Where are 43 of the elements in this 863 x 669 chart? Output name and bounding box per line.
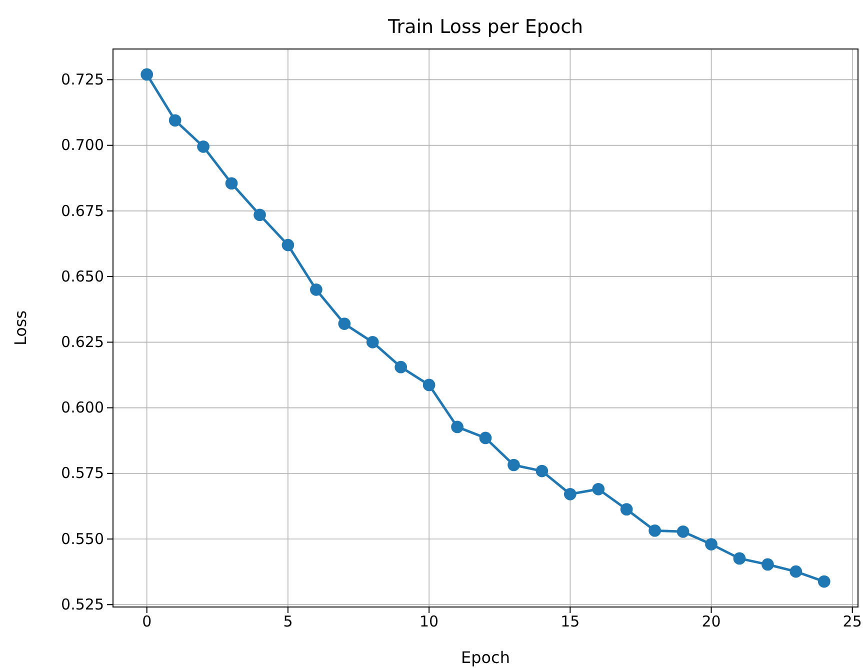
point — [394, 360, 408, 374]
y-tick-label: 0.550 — [61, 530, 104, 548]
point — [140, 68, 154, 81]
point — [168, 114, 182, 127]
y-tick-label: 0.675 — [61, 202, 104, 220]
y-tick-label: 0.725 — [61, 70, 104, 89]
x-tick-label: 25 — [842, 612, 862, 631]
y-tick-label: 0.700 — [61, 136, 104, 154]
x-tick-label: 0 — [142, 612, 152, 631]
x-tick-label: 15 — [560, 612, 580, 631]
point — [676, 526, 690, 538]
y-tick-label: 0.575 — [61, 464, 104, 482]
point — [422, 378, 436, 392]
point — [508, 458, 520, 472]
x-tick-label: 10 — [420, 612, 439, 631]
x-axis-title: Epoch — [461, 648, 510, 667]
point — [338, 318, 351, 330]
point — [536, 464, 548, 478]
point — [762, 558, 774, 571]
point — [282, 238, 294, 252]
chart-title: Train Loss per Epoch — [386, 16, 584, 38]
point — [620, 503, 633, 516]
point — [705, 538, 718, 550]
point — [733, 552, 746, 565]
point — [564, 488, 576, 500]
point — [790, 565, 802, 578]
y-tick-label: 0.625 — [61, 332, 104, 351]
point — [648, 524, 661, 537]
point — [310, 284, 322, 296]
point — [366, 336, 379, 348]
point — [479, 432, 492, 444]
y-axis-title: Loss — [11, 310, 30, 346]
y-tick-label: 0.650 — [61, 267, 104, 286]
x-tick-label: 5 — [283, 612, 293, 631]
point — [225, 177, 238, 190]
y-tick-label: 0.525 — [61, 595, 104, 614]
point — [254, 208, 266, 222]
point — [592, 482, 605, 496]
y-tick-label: 0.600 — [61, 398, 104, 417]
point — [197, 140, 210, 153]
point — [451, 420, 464, 434]
point — [818, 575, 830, 588]
x-tick-label: 20 — [702, 612, 721, 631]
